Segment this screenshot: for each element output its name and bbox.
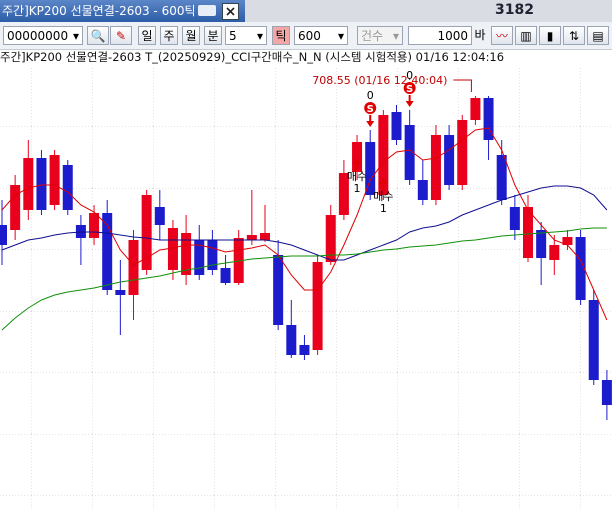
candle-body	[299, 345, 310, 355]
candle-body	[141, 195, 152, 270]
icon-button[interactable]: ▤	[587, 26, 609, 45]
window-title: 주간]KP200 선물연결-2603 - 600틱	[2, 4, 196, 18]
candle-body	[601, 380, 612, 405]
candle-body	[49, 155, 60, 205]
sell-count: 0	[367, 89, 374, 102]
annotation: 708.55 (01/16 12:40:04)	[312, 74, 447, 87]
icon-button[interactable]: 〰	[491, 26, 513, 45]
candle-body	[154, 207, 165, 225]
count-combo[interactable]: 건수 ▾	[357, 26, 403, 45]
candle-body	[220, 268, 231, 283]
candle-body	[167, 228, 178, 270]
sell-arrow	[366, 115, 375, 127]
candle-body	[181, 233, 192, 275]
candle-body	[338, 173, 349, 215]
candle-body	[430, 135, 441, 200]
candle-body	[102, 213, 113, 290]
buy-arrow	[379, 178, 388, 190]
moving-average	[1, 185, 608, 261]
code: 00000000	[7, 29, 69, 43]
candle-body	[352, 142, 363, 172]
tool-button[interactable]: ✎	[110, 26, 132, 45]
candle-body	[246, 235, 257, 240]
search-button[interactable]: 🔍	[87, 26, 109, 45]
icon-button[interactable]: ▥	[515, 26, 537, 45]
sell-marker	[403, 82, 416, 94]
toolbar: 00000000 ▾ 🔍 ✎ 일 주 월 분 5 ▾ 틱 600 ▾ 건수 ▾ 1000…	[0, 22, 612, 50]
sell-symbol: S	[406, 84, 413, 95]
icon-button[interactable]: ⇅	[563, 26, 585, 45]
candle-body	[10, 185, 21, 230]
candle-body	[273, 255, 284, 325]
interval-combo[interactable]: 5 ▾	[225, 26, 267, 45]
candle-body	[312, 262, 323, 350]
buy-label: 매수	[347, 170, 367, 183]
bars-unit: 바	[474, 28, 486, 42]
candle-body	[128, 240, 139, 295]
candle-body	[207, 240, 218, 270]
candle-body	[549, 245, 560, 260]
candle-body	[260, 233, 270, 240]
buy-count: 1	[354, 182, 361, 195]
bars-input[interactable]: 1000	[408, 26, 472, 45]
status-line: 주간]KP200 선물연결-2603 T_(20250929)_CCI구간매수_…	[0, 50, 505, 64]
candle-body	[391, 112, 402, 140]
tick-count: 600	[298, 29, 321, 43]
candle-body	[286, 325, 297, 355]
buy-label: 매수	[373, 190, 393, 203]
buy-arrow	[353, 158, 362, 170]
candle-body	[417, 180, 428, 200]
candle-body	[36, 158, 47, 210]
candle-body	[457, 120, 468, 185]
background-text: 3182	[495, 2, 534, 18]
candle-body	[575, 237, 586, 300]
period-button[interactable]: 분	[204, 26, 222, 45]
candle-body	[483, 98, 494, 140]
candle-body	[444, 135, 455, 185]
buy-count: 1	[380, 202, 387, 215]
candle-body	[523, 207, 533, 258]
sell-symbol: S	[367, 104, 374, 115]
candle-body	[496, 155, 507, 200]
candle-body	[115, 290, 126, 295]
period-button[interactable]: 일	[138, 26, 156, 45]
candle-body	[0, 225, 7, 245]
title-icon[interactable]	[198, 5, 216, 16]
candle-body	[62, 165, 73, 210]
candle-body	[89, 213, 100, 238]
period-button[interactable]: 월	[182, 26, 200, 45]
code-combo[interactable]: 00000000 ▾	[3, 26, 83, 45]
candle-body	[325, 215, 336, 262]
annotation-arrow	[453, 79, 472, 92]
candle-body	[562, 237, 573, 245]
sell-arrow	[405, 95, 414, 107]
sell-marker	[364, 102, 377, 114]
candle-body	[536, 230, 547, 258]
icon-button[interactable]: ▮	[539, 26, 561, 45]
candle-body	[509, 207, 520, 230]
moving-average	[1, 127, 608, 321]
close-button[interactable]	[222, 3, 239, 20]
candle-body	[23, 158, 34, 210]
candle-body	[470, 98, 481, 120]
moving-average	[1, 227, 607, 331]
candle-body	[365, 142, 376, 195]
background-window: 3182	[245, 0, 612, 22]
candle-body	[378, 115, 389, 195]
tick-combo[interactable]: 600 ▾	[294, 26, 348, 45]
count-label: 건수	[361, 29, 384, 43]
grid	[0, 66, 612, 509]
sell-count: 0	[406, 69, 413, 82]
candle-body	[194, 240, 205, 275]
tick-button[interactable]: 틱	[272, 26, 290, 45]
interval: 5	[229, 29, 237, 43]
candle-body	[588, 300, 599, 380]
candle-body	[404, 125, 415, 180]
title-bar: 주간]KP200 선물연결-2603 - 600틱	[0, 0, 245, 22]
period-button[interactable]: 주	[160, 26, 178, 45]
